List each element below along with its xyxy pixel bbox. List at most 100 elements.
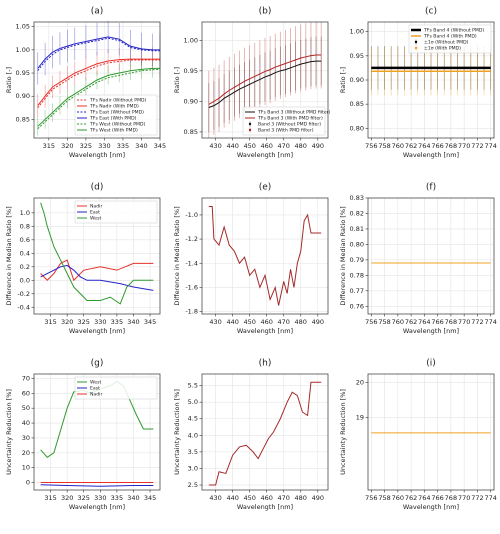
y-tick-label: 20 [22,449,30,457]
x-tick-label: 760 [392,318,404,326]
legend-label: TFs Nadir (With PMD) [89,104,139,110]
x-tick-label: 440 [226,142,238,150]
x-tick-label: 470 [278,494,290,502]
x-tick-label: 330 [98,142,110,150]
x-tick-label: 760 [392,494,404,502]
x-tick-label: 450 [243,494,255,502]
legend-label: ±1σ (Without PMD) [424,40,469,46]
panel: (c) 756 758 760 762 764 766 768 770 772 774 0.80 0.8… [339,7,497,160]
y-axis-label: Uncertainty Reduction [%] [5,389,13,475]
legend-label: TFs Band 3 (Without PMD filter) [257,110,331,116]
legend-label: TFs Nadir (Without PMD) [89,98,147,104]
y-tick-label: 0.85 [184,128,198,136]
x-tick-label: 768 [445,142,457,150]
y-tick-label: -0.4 [17,303,30,311]
x-tick-label: 320 [61,142,73,150]
legend-label: TFs Band 4 (Without PMD) [423,28,484,34]
legend-label: TFs East (With PMD) [89,116,137,122]
y-tick-label: 0.78 [350,271,364,279]
x-tick-label: 320 [61,494,73,502]
data-line [40,259,154,282]
legend-swatch [414,46,418,50]
y-tick-label: 0.0 [20,276,30,284]
x-tick-label: 470 [278,318,290,326]
legend-box [408,24,492,54]
y-tick-label: 0.80 [350,124,364,132]
plot-frame [33,373,161,491]
x-tick-label: 440 [226,494,238,502]
x-tick-label: 756 [365,494,377,502]
x-tick-label: 770 [458,142,470,150]
x-tick-label: 330 [94,494,106,502]
y-tick-label: 60 [22,389,30,397]
legend-label: Nadir [90,392,102,398]
x-tick-label: 460 [260,318,272,326]
x-tick-label: 490 [312,142,324,150]
panel-label: (i) [426,359,436,369]
x-tick-label: 766 [431,318,443,326]
x-tick-label: 480 [295,318,307,326]
x-tick-label: 430 [209,318,221,326]
plot-frame [367,373,495,491]
x-tick-label: 764 [418,318,430,326]
x-tick-label: 490 [312,494,324,502]
y-tick-label: 0.90 [16,92,30,100]
panel: (b) 430 440 450 460 470 480 490 0.85 0.90 0.95 1.00… [173,7,331,160]
x-tick-label: 315 [44,494,56,502]
x-tick-label: 760 [392,142,404,150]
y-tick-label: 1.00 [16,46,30,54]
y-tick-label: 0.76 [350,302,364,310]
legend-label: East [90,210,100,216]
legend-label: West [90,380,101,386]
y-tick-label: 50 [22,404,30,412]
x-tick-label: 340 [127,494,139,502]
panel-label: (d) [91,183,104,193]
panel: (e) 430 440 450 460 470 480 490 -1.8 -1.6 -1.4 -1.2… [173,183,329,335]
y-tick-label: 4.0 [188,431,198,439]
y-tick-label: 0.8 [20,222,30,230]
x-tick-label: 762 [405,142,417,150]
legend-label: Band 3 (With PMD filter) [258,128,314,134]
x-axis-label: Wavelength [nm] [403,327,459,335]
legend-label: Nadir [90,204,102,210]
x-tick-label: 320 [61,318,73,326]
plot-frame [201,21,329,139]
y-tick-label: 0 [26,479,30,487]
legend: TFs Band 3 (Without PMD filter)TFs Band … [242,106,331,136]
x-axis-label: Wavelength [nm] [69,327,125,335]
y-tick-label: -0.2 [17,290,30,298]
x-tick-label: 758 [378,142,390,150]
legend-label: TFs East (Without PMD) [89,110,144,116]
data-line [37,67,160,127]
data-line [208,205,322,306]
x-tick-label: 330 [94,318,106,326]
x-tick-label: 345 [144,494,156,502]
legend-label: TFs West (Without PMD) [89,122,146,128]
plot-frame [367,197,495,315]
legend-box [74,200,158,224]
y-tick-label: 0.90 [184,97,198,105]
x-axis-label: Wavelength [nm] [237,327,293,335]
legend-box [242,106,326,136]
x-tick-label: 430 [209,494,221,502]
x-tick-label: 774 [484,494,496,502]
panel-label: (b) [259,7,272,17]
data-line [40,202,154,305]
legend-swatch [248,128,252,132]
x-tick-label: 345 [144,318,156,326]
x-tick-label: 772 [471,142,483,150]
y-tick-label: 0.95 [184,67,198,75]
plot-frame [201,373,329,491]
legend-box [74,94,158,136]
y-tick-label: 70 [22,374,30,382]
plot-frame [33,197,161,315]
y-tick-label: 0.95 [350,52,364,60]
panel: (a) 315 320 325 330 335 340 345 0.85 0.90 0.95 1.00… [5,7,166,160]
y-tick-label: 0.4 [20,249,30,257]
y-axis-label: Difference in Median Ratio [%] [5,206,13,305]
y-tick-label: 0.6 [20,236,30,244]
y-tick-label: 1.00 [184,36,198,44]
x-tick-label: 345 [154,142,166,150]
plot-frame [367,21,495,139]
